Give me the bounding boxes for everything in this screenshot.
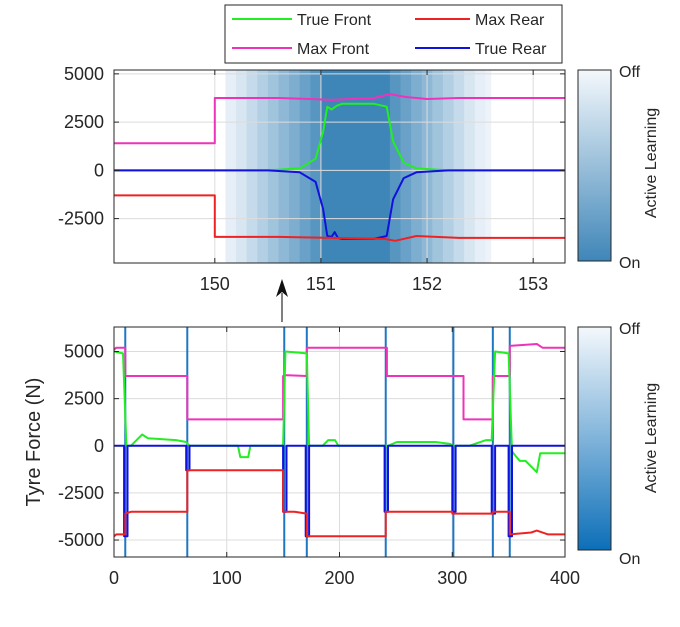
active-learning-band-segment [453,70,465,263]
active-learning-band-segment [278,70,290,263]
legend-label-max-front: Max Front [297,41,370,58]
x-tick-label: 400 [550,568,580,588]
active-learning-band-segment [299,70,311,263]
bottom-series-true-front [114,350,565,474]
y-tick-label: 2500 [64,112,104,132]
y-tick-label: -2500 [58,209,104,229]
bottom-colorbar-gradient [577,326,612,551]
active-learning-band-segment [485,70,492,263]
x-tick-label: 150 [200,274,230,294]
legend-box [224,4,563,64]
top-colorbar-on-label: On [619,255,640,272]
top-colorbar: Off On Active Learning [577,64,660,272]
bottom-series [114,343,565,538]
bottom-series-max-rear [114,469,565,538]
y-tick-label: 5000 [64,64,104,84]
active-learning-band-segment [236,70,248,263]
y-tick-label: 0 [94,436,104,456]
y-tick-label: 0 [94,160,104,180]
active-learning-band-segment [257,70,269,263]
top-colorbar-off-label: Off [619,64,641,81]
bottom-chart: 0 100 200 300 400 5000 2500 0 -2500 -5000 Tyre Fo… [23,326,580,588]
x-tick-label: 153 [518,274,548,294]
legend-label-true-rear: True Rear [475,41,547,58]
bottom-series-true-rear [114,444,565,538]
active-learning-band-segment [289,70,301,263]
top-colorbar-gradient [577,69,612,262]
bottom-colorbar-title: Active Learning [643,383,660,493]
active-learning-band-segment [389,70,402,263]
active-learning-band-segment [225,70,237,263]
top-chart: 150 151 152 153 5000 2500 0 -2500 [58,64,566,294]
bottom-ticks: 0 100 200 300 400 5000 2500 0 -2500 -5000 [58,327,580,588]
x-tick-label: 0 [109,568,119,588]
active-learning-band-segment [474,70,486,263]
active-learning-band-segment [432,70,444,263]
active-learning-band-segment [246,70,258,263]
y-tick-label: 2500 [64,389,104,409]
zoom-arrow-head-icon [276,279,288,297]
zoom-arrow [276,279,288,322]
bottom-colorbar-off-label: Off [619,321,641,338]
x-tick-label: 200 [324,568,354,588]
bottom-colorbar: Off On Active Learning [577,321,660,568]
top-series [114,93,565,242]
y-tick-label: 5000 [64,342,104,362]
active-learning-band-segment [400,70,412,263]
x-tick-label: 152 [412,274,442,294]
active-learning-band-segment [320,70,391,263]
top-axes-box [113,69,566,264]
top-series-max-front [114,93,565,145]
active-learning-band-segment [310,70,322,263]
x-tick-label: 300 [437,568,467,588]
legend-label-max-rear: Max Rear [475,12,545,29]
top-series-true-front [114,102,565,172]
active-learning-band-segment [267,70,279,263]
active-learning-band-segment [442,70,455,263]
y-tick-label: -5000 [58,530,104,550]
legend: True Front Max Rear Max Front True Rear [224,4,563,64]
bottom-colorbar-on-label: On [619,551,640,568]
legend-label-true-front: True Front [297,12,372,29]
x-tick-label: 151 [306,274,336,294]
active-learning-band-segment [411,70,423,263]
x-tick-label: 100 [212,568,242,588]
y-tick-label: -2500 [58,483,104,503]
bottom-y-axis-label: Tyre Force (N) [23,378,45,507]
active-learning-band-segment [464,70,476,263]
top-colorbar-title: Active Learning [643,108,660,218]
top-series-max-rear [114,194,565,242]
top-ticks: 150 151 152 153 5000 2500 0 -2500 [58,64,565,294]
